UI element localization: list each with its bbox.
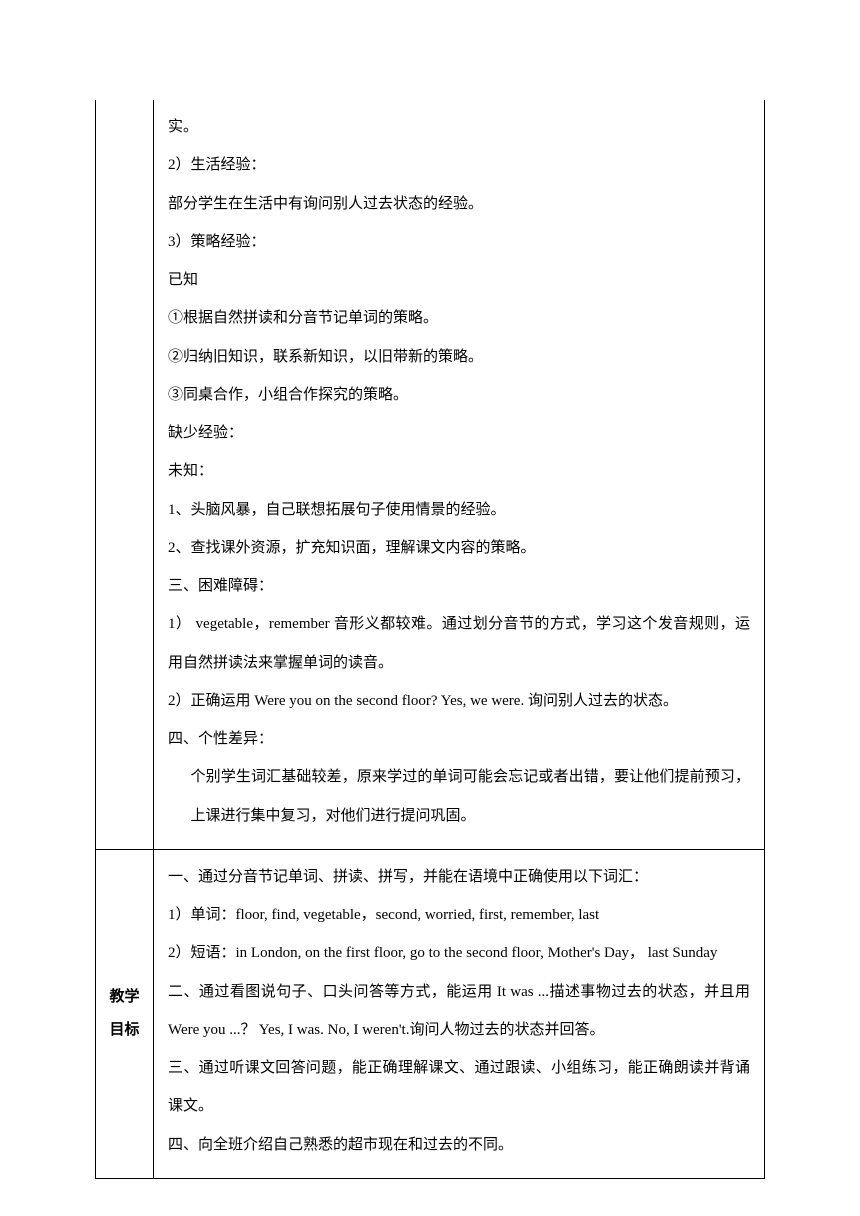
- content-text: 三、通过听课文回答问题，能正确理解课文、通过跟读、小组练习，能正确朗读并背诵课文…: [168, 1049, 750, 1126]
- content-text: 部分学生在生活中有询问别人过去状态的经验。: [168, 185, 750, 223]
- content-text: ①根据自然拼读和分音节记单词的策略。: [168, 299, 750, 337]
- content-text: 2）生活经验：: [168, 146, 750, 184]
- content-text: 四、向全班介绍自己熟悉的超市现在和过去的不同。: [168, 1126, 750, 1164]
- content-text: ③同桌合作，小组合作探究的策略。: [168, 376, 750, 414]
- content-text: 1）单词：floor, find, vegetable，second, worr…: [168, 896, 750, 934]
- content-text: 缺少经验：: [168, 414, 750, 452]
- section-label: 教学 目标: [96, 981, 153, 1047]
- table-row: 教学 目标 一、通过分音节记单词、拼读、拼写，并能在语境中正确使用以下词汇： 1…: [96, 849, 765, 1178]
- content-text: 1） vegetable，remember 音形义都较难。通过划分音节的方式，学…: [168, 605, 750, 682]
- content-text: 1、头脑风暴，自己联想拓展句子使用情景的经验。: [168, 491, 750, 529]
- content-text: 二、通过看图说句子、口头问答等方式，能运用 It was ...描述事物过去的状…: [168, 973, 750, 1050]
- table-row: 实。 2）生活经验： 部分学生在生活中有询问别人过去状态的经验。 3）策略经验：…: [96, 100, 765, 849]
- section-label-cell-empty: [96, 100, 154, 849]
- lesson-plan-table: 实。 2）生活经验： 部分学生在生活中有询问别人过去状态的经验。 3）策略经验：…: [95, 100, 765, 1179]
- content-text: 2）正确运用 Were you on the second floor? Yes…: [168, 682, 750, 720]
- content-text: 3）策略经验：: [168, 223, 750, 261]
- content-text-indented: 个别学生词汇基础较差，原来学过的单词可能会忘记或者出错，要让他们提前预习，上课进…: [168, 758, 750, 835]
- content-text: 2、查找课外资源，扩充知识面，理解课文内容的策略。: [168, 529, 750, 567]
- label-line: 目标: [96, 1014, 153, 1047]
- content-text: 已知: [168, 261, 750, 299]
- content-text: 2）短语：in London, on the first floor, go t…: [168, 934, 750, 972]
- section-label-cell: 教学 目标: [96, 849, 154, 1178]
- content-text: 四、个性差异：: [168, 720, 750, 758]
- content-text: ②归纳旧知识，联系新知识，以旧带新的策略。: [168, 338, 750, 376]
- content-text: 实。: [168, 108, 750, 146]
- document-page: 实。 2）生活经验： 部分学生在生活中有询问别人过去状态的经验。 3）策略经验：…: [0, 0, 860, 1216]
- section-content-cell: 一、通过分音节记单词、拼读、拼写，并能在语境中正确使用以下词汇： 1）单词：fl…: [154, 849, 765, 1178]
- label-line: 教学: [96, 981, 153, 1014]
- content-text: 一、通过分音节记单词、拼读、拼写，并能在语境中正确使用以下词汇：: [168, 858, 750, 896]
- section-content-cell: 实。 2）生活经验： 部分学生在生活中有询问别人过去状态的经验。 3）策略经验：…: [154, 100, 765, 849]
- content-text: 未知：: [168, 452, 750, 490]
- content-text: 三、困难障碍：: [168, 567, 750, 605]
